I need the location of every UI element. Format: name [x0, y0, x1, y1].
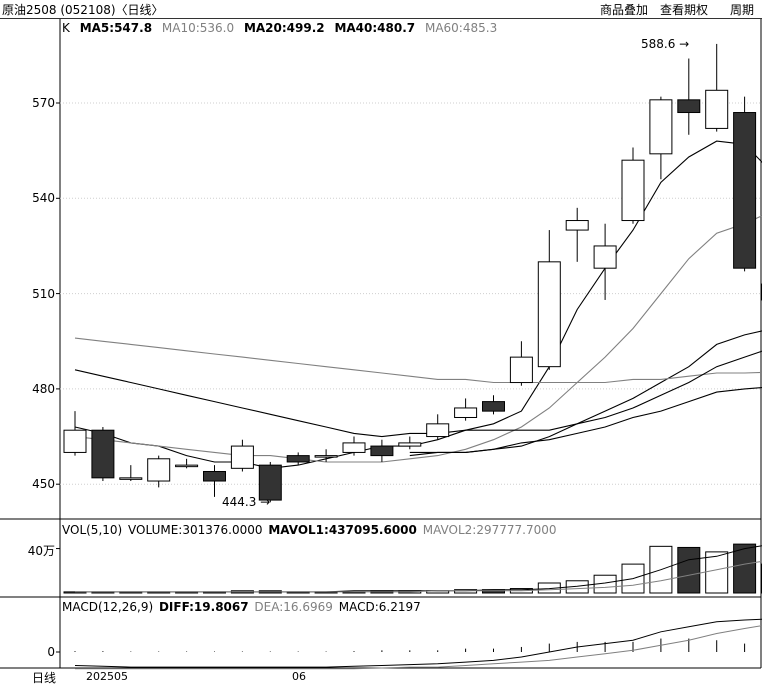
candle-body — [706, 90, 728, 128]
candle-body — [483, 402, 505, 412]
candle-body — [734, 113, 756, 269]
candle-body — [510, 357, 532, 382]
candle-body — [120, 478, 142, 480]
y-tick-540: 540 — [0, 191, 55, 205]
low-value: 444.3 — [222, 495, 256, 509]
candle-body — [455, 408, 477, 418]
y-tick-macd-zero: 0 — [0, 645, 55, 659]
ma-line-ma60 — [75, 338, 762, 382]
candle-body — [315, 456, 337, 458]
legend-vol: VOL(5,10) — [62, 523, 122, 537]
macd-diff-line — [75, 619, 762, 667]
candle-body — [538, 262, 560, 367]
candle-body — [371, 446, 393, 456]
x-tick-202505: 202505 — [86, 670, 128, 683]
legend-volume: VOLUME:301376.0000 — [128, 523, 262, 537]
price-legend: K MA5:547.8 MA10:536.0 MA20:499.2 MA40:4… — [62, 21, 503, 35]
volume-bar — [678, 547, 700, 593]
candle-body — [176, 465, 198, 467]
legend-macd-label: MACD(12,26,9) — [62, 600, 153, 614]
legend-mavol1: MAVOL1:437095.6000 — [268, 523, 417, 537]
macd-dea-line — [75, 624, 762, 669]
low-annotation: 444.3 → — [222, 495, 270, 509]
x-tick-06: 06 — [292, 670, 306, 683]
candle-body — [204, 471, 226, 481]
ma-line-ma20 — [410, 329, 762, 453]
legend-ma20: MA20:499.2 — [244, 21, 325, 35]
candle-body — [594, 246, 616, 268]
y-tick-vol: 40万 — [0, 542, 55, 559]
candle-body — [287, 456, 309, 462]
volume-bar — [706, 552, 728, 593]
legend-mavol2: MAVOL2:297777.7000 — [423, 523, 557, 537]
high-value: 588.6 — [641, 37, 675, 51]
candle-body — [622, 160, 644, 220]
volume-bar — [734, 544, 756, 593]
y-tick-480: 480 — [0, 382, 55, 396]
candle-body — [566, 221, 588, 231]
candle-body — [427, 424, 449, 437]
candle-body — [343, 443, 365, 453]
legend-k: K — [62, 21, 70, 35]
candle-body — [92, 430, 114, 478]
y-tick-510: 510 — [0, 287, 55, 301]
legend-ma10: MA10:536.0 — [162, 21, 234, 35]
legend-ma40: MA40:480.7 — [334, 21, 415, 35]
ma-line-ma5 — [75, 141, 762, 468]
legend-macd: MACD:6.2197 — [339, 600, 421, 614]
y-tick-450: 450 — [0, 477, 55, 491]
ma-line-upper — [75, 348, 762, 437]
legend-ma60: MA60:485.3 — [425, 21, 497, 35]
high-annotation: 588.6 → — [641, 37, 689, 51]
legend-diff: DIFF:19.8067 — [159, 600, 249, 614]
candle-body — [148, 459, 170, 481]
candle-body — [399, 443, 421, 446]
legend-ma5: MA5:547.8 — [80, 21, 152, 35]
ma-line-ma10 — [75, 211, 762, 462]
macd-legend: MACD(12,26,9) DIFF:19.8067 DEA:16.6969 M… — [62, 600, 423, 614]
y-tick-570: 570 — [0, 96, 55, 110]
volume-legend: VOL(5,10) VOLUME:301376.0000 MAVOL1:4370… — [62, 523, 558, 537]
legend-dea: DEA:16.6969 — [254, 600, 333, 614]
candle-body — [678, 100, 700, 113]
candle-body — [650, 100, 672, 154]
ma-line-ma40 — [410, 387, 762, 456]
candle-body — [64, 430, 86, 452]
period-label: 日线 — [32, 669, 56, 686]
candle-body — [231, 446, 253, 468]
